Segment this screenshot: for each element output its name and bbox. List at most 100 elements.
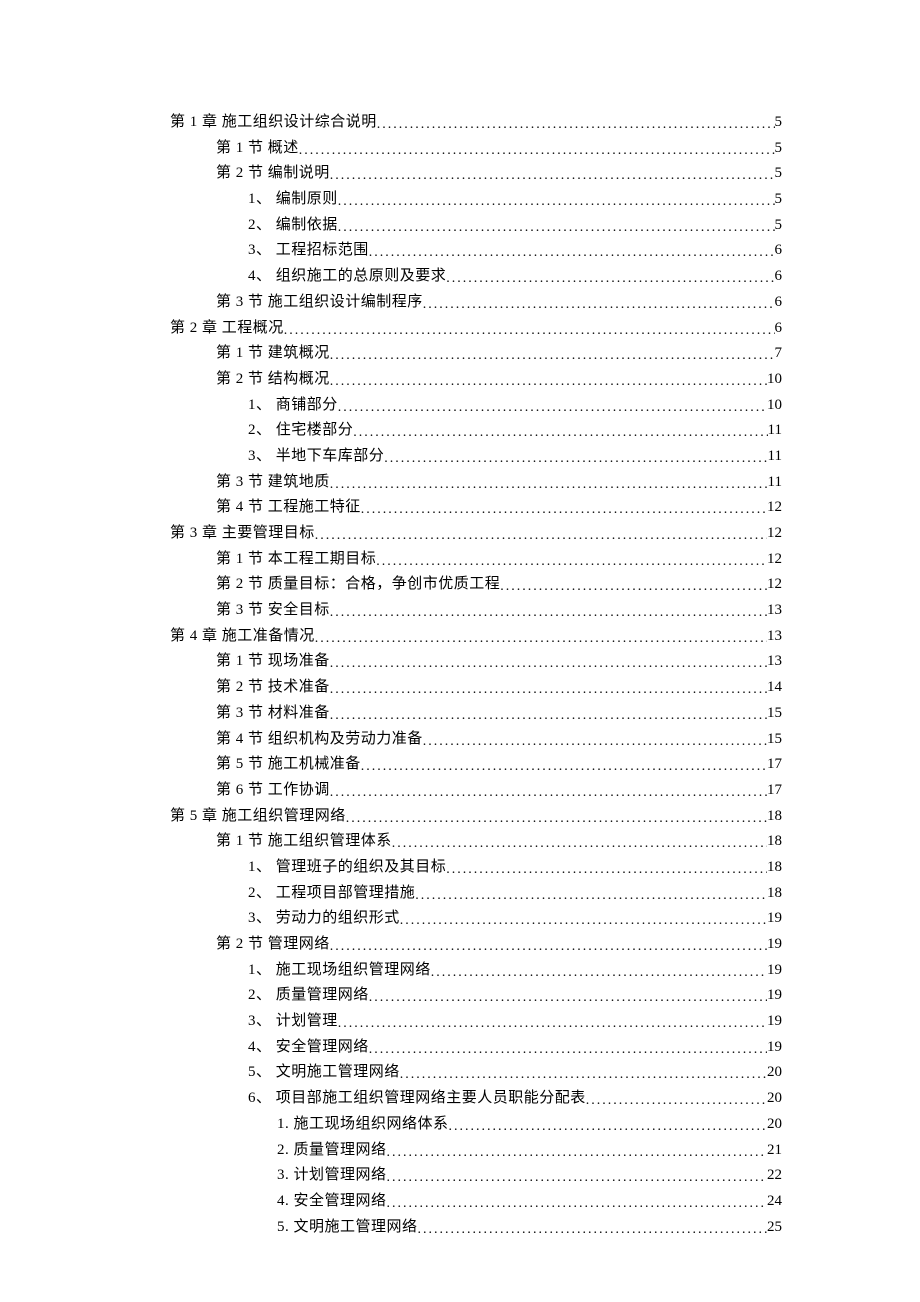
toc-entry-label: 3、 半地下车库部分 [248,444,384,468]
toc-entry-label: 1、 商铺部分 [248,393,338,417]
toc-entry-page: 18 [767,829,782,853]
toc-entry: 第 5 节 施工机械准备 17 [170,752,782,775]
toc-entry-page: 18 [767,804,782,828]
toc-leader-dots [449,1116,767,1138]
toc-entry-label: 第 2 节 质量目标：合格，争创市优质工程 [216,572,500,596]
toc-leader-dots [376,551,767,573]
toc-entry: 第 2 章 工程概况6 [170,316,782,339]
toc-entry: 5、 文明施工管理网络20 [170,1060,782,1083]
toc-entry: 第 3 节 材料准备15 [170,701,782,724]
toc-entry: 4. 安全管理网络24 [170,1189,782,1212]
toc-leader-dots [330,782,767,804]
toc-entry-page: 20 [767,1086,782,1110]
toc-entry-label: 第 3 节 建筑地质 [216,470,330,494]
toc-leader-dots [369,242,775,264]
toc-entry-page: 12 [767,547,782,571]
toc-entry-page: 6 [775,290,783,314]
toc-entry-page: 11 [768,470,782,494]
toc-leader-dots [377,114,775,136]
toc-leader-dots [384,448,767,470]
toc-leader-dots [330,371,767,393]
toc-entry: 第 3 节 安全目标 13 [170,598,782,621]
toc-leader-dots [338,217,775,239]
toc-entry-page: 13 [767,598,782,622]
toc-entry-label: 3、 计划管理 [248,1009,338,1033]
toc-entry-page: 21 [767,1138,782,1162]
toc-entry-label: 第 1 节 建筑概况 [216,341,330,365]
toc-entry-label: 5. 文明施工管理网络 [277,1215,418,1239]
toc-entry-label: 第 1 节 本工程工期目标 [216,547,376,571]
toc-leader-dots [330,705,767,727]
toc-entry: 第 1 节 现场准备 13 [170,649,782,672]
toc-entry-page: 12 [767,521,782,545]
toc-entry-page: 10 [767,393,782,417]
toc-leader-dots [346,808,767,830]
toc-leader-dots [423,731,767,753]
toc-entry-label: 第 5 节 施工机械准备 [216,752,361,776]
toc-entry: 第 4 节 工程施工特征12 [170,495,782,518]
toc-entry-page: 24 [767,1189,782,1213]
toc-leader-dots [315,628,767,650]
toc-entry: 第 4 节 组织机构及劳动力准备15 [170,727,782,750]
toc-entry-label: 3、 工程招标范围 [248,238,369,262]
toc-leader-dots [500,576,767,598]
toc-entry-label: 第 3 节 施工组织设计编制程序 [216,290,423,314]
toc-entry-label: 1、 编制原则 [248,187,338,211]
toc-entry: 3、 劳动力的组织形式19 [170,906,782,929]
toc-entry-page: 15 [767,727,782,751]
toc-entry-page: 18 [767,881,782,905]
toc-leader-dots [330,165,775,187]
toc-entry-page: 18 [767,855,782,879]
toc-entry-label: 2、 工程项目部管理措施 [248,881,415,905]
toc-leader-dots [330,653,767,675]
toc-leader-dots [369,987,767,1009]
toc-leader-dots [387,1193,767,1215]
toc-entry: 2、 编制依据5 [170,213,782,236]
toc-entry: 2、 住宅楼部分11 [170,418,782,441]
toc-entry-label: 第 1 节 概述 [216,136,299,160]
toc-leader-dots [586,1090,767,1112]
toc-entry: 6、 项目部施工组织管理网络主要人员职能分配表20 [170,1086,782,1109]
toc-entry-label: 第 2 节 编制说明 [216,161,330,185]
toc-leader-dots [330,345,775,367]
toc-entry-page: 10 [767,367,782,391]
toc-entry: 2、 质量管理网络19 [170,983,782,1006]
toc-entry: 第 5 章 施工组织管理网络 18 [170,804,782,827]
toc-entry-label: 3. 计划管理网络 [277,1163,387,1187]
toc-entry-label: 2、 编制依据 [248,213,338,237]
toc-entry: 第 6 节 工作协调17 [170,778,782,801]
toc-entry-label: 第 5 章 施工组织管理网络 [170,804,346,828]
toc-entry: 第 1 节 施工组织管理体系18 [170,829,782,852]
toc-leader-dots [330,679,767,701]
toc-entry-page: 25 [767,1215,782,1239]
toc-entry: 1、 管理班子的组织及其目标18 [170,855,782,878]
toc-entry: 1、 施工现场组织管理网络19 [170,958,782,981]
toc-entry-label: 第 1 章 施工组织设计综合说明 [170,110,377,134]
toc-entry: 第 2 节 管理网络19 [170,932,782,955]
toc-entry: 4、 安全管理网络19 [170,1035,782,1058]
toc-entry-label: 2、 质量管理网络 [248,983,369,1007]
toc-leader-dots [418,1219,767,1241]
toc-entry-page: 17 [767,752,782,776]
toc-leader-dots [353,422,767,444]
toc-leader-dots [415,885,767,907]
toc-entry: 第 1 节 建筑概况7 [170,341,782,364]
toc-leader-dots [330,602,767,624]
toc-entry-page: 14 [767,675,782,699]
toc-entry-page: 13 [767,624,782,648]
toc-entry-page: 13 [767,649,782,673]
toc-entry-label: 第 2 节 技术准备 [216,675,330,699]
toc-leader-dots [299,140,775,162]
toc-entry: 第 1 节 本工程工期目标 12 [170,547,782,570]
toc-entry-page: 12 [767,495,782,519]
toc-entry-page: 15 [767,701,782,725]
toc-entry-page: 22 [767,1163,782,1187]
toc-leader-dots [338,191,775,213]
toc-entry: 5. 文明施工管理网络 25 [170,1215,782,1238]
toc-entry-label: 2. 质量管理网络 [277,1138,387,1162]
toc-entry-label: 第 1 节 现场准备 [216,649,330,673]
toc-entry-page: 19 [767,932,782,956]
toc-leader-dots [392,833,767,855]
toc-leader-dots [400,910,767,932]
toc-entry-label: 第 3 节 安全目标 [216,598,330,622]
